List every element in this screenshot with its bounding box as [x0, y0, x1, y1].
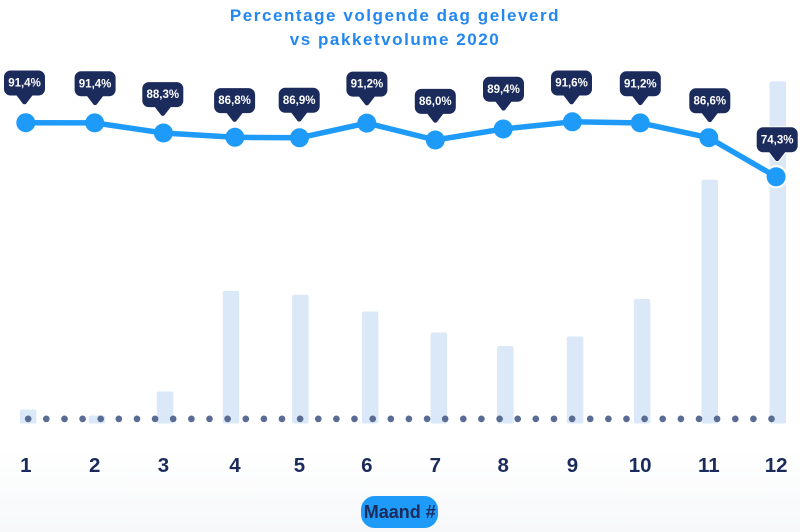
svg-text:88,3%: 88,3%	[146, 89, 179, 101]
svg-text:86,6%: 86,6%	[693, 95, 726, 107]
svg-text:91,2%: 91,2%	[624, 78, 657, 90]
svg-text:89,4%: 89,4%	[487, 84, 520, 96]
svg-text:74,3%: 74,3%	[761, 134, 794, 146]
svg-text:86,9%: 86,9%	[283, 95, 316, 107]
svg-text:86,8%: 86,8%	[218, 95, 251, 107]
svg-text:91,4%: 91,4%	[79, 78, 112, 90]
svg-text:91,4%: 91,4%	[8, 78, 41, 90]
svg-text:91,2%: 91,2%	[351, 79, 384, 91]
svg-text:86,0%: 86,0%	[419, 96, 452, 108]
svg-text:91,6%: 91,6%	[555, 78, 588, 90]
